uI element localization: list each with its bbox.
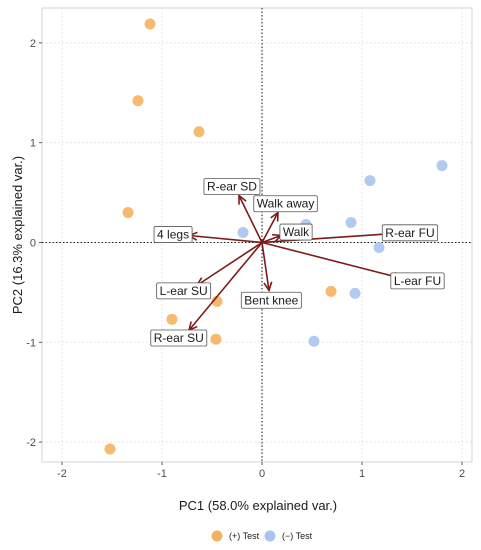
loading-label: R-ear FU <box>381 224 439 242</box>
x-tick-label: -2 <box>57 468 67 480</box>
data-point <box>122 207 134 219</box>
legend-label: (−) Test <box>282 531 313 541</box>
loading-label-box <box>381 224 439 242</box>
loading-label-text: R-ear FU <box>385 226 434 240</box>
loading-label-text: 4 legs <box>157 228 189 242</box>
loading-label-box <box>203 178 261 196</box>
loading-label: R-ear SU <box>150 329 208 347</box>
loading-label-box <box>253 195 318 213</box>
data-point <box>325 285 337 297</box>
data-point <box>436 160 448 172</box>
loading-label: Walk away <box>253 195 318 213</box>
loading-vector <box>238 195 263 243</box>
data-point <box>308 335 320 347</box>
y-tick-label: 1 <box>30 138 36 150</box>
x-tick-label: 1 <box>359 468 365 480</box>
y-axis-title: PC2 (16.3% explained var.) <box>10 156 25 314</box>
loading-arrowhead <box>263 281 273 293</box>
loading-vector <box>188 234 263 244</box>
loading-vector <box>196 241 263 287</box>
loading-label-box <box>390 272 445 290</box>
loading-label-box <box>240 291 302 309</box>
loading-vector <box>261 241 403 280</box>
data-point <box>364 175 376 187</box>
data-point <box>349 287 361 299</box>
y-tick-label: 2 <box>30 38 36 50</box>
data-point <box>132 95 144 107</box>
loading-arrowhead <box>238 193 247 205</box>
loading-vector <box>261 212 279 243</box>
data-point <box>373 241 385 253</box>
loading-label-box <box>150 329 208 347</box>
data-point <box>193 126 205 138</box>
loading-label-box <box>153 226 193 243</box>
loading-label: R-ear SD <box>203 178 261 196</box>
loading-label: 4 legs <box>153 226 193 243</box>
loading-label-text: R-ear SD <box>207 180 257 194</box>
x-tick-labels: -2 -1 0 1 2 <box>57 462 465 480</box>
legend-label: (+) Test <box>229 531 260 541</box>
data-points <box>104 18 448 455</box>
x-axis-title: PC1 (58.0% explained var.) <box>179 498 337 513</box>
data-point <box>104 443 116 455</box>
data-point <box>237 227 249 239</box>
data-point <box>345 217 357 229</box>
loading-label: L-ear FU <box>390 272 445 290</box>
data-point <box>210 333 222 345</box>
y-tick-label: -2 <box>26 437 36 449</box>
y-tick-label: -1 <box>26 337 36 349</box>
legend-marker <box>264 530 276 542</box>
loading-label-box <box>156 282 212 300</box>
data-point <box>166 313 178 325</box>
loading-arrowhead <box>270 210 279 222</box>
loading-label: Bent knee <box>240 291 302 309</box>
loading-label-text: Walk <box>283 225 310 239</box>
loading-label-text: L-ear FU <box>394 274 441 288</box>
loading-vector <box>188 241 263 331</box>
loading-label: Walk <box>279 223 313 241</box>
loading-label: L-ear SU <box>156 282 212 300</box>
x-tick-label: 2 <box>459 468 465 480</box>
data-point <box>144 18 156 30</box>
y-tick-label: 0 <box>30 237 36 249</box>
loading-vector <box>261 242 270 291</box>
loading-label-text: Walk away <box>257 197 315 211</box>
loading-label-box <box>279 223 313 241</box>
loading-label-text: R-ear SU <box>154 331 204 345</box>
legend: (+) Test (−) Test <box>211 530 313 542</box>
legend-marker <box>211 530 223 542</box>
data-point <box>211 295 223 307</box>
loading-vector <box>261 232 395 244</box>
x-tick-label: -1 <box>157 468 167 480</box>
x-tick-label: 0 <box>259 468 265 480</box>
y-tick-labels: -2 -1 0 1 2 <box>26 38 42 449</box>
loading-label-text: L-ear SU <box>160 284 208 298</box>
loading-label-text: Bent knee <box>244 293 298 307</box>
loading-vector <box>261 234 282 244</box>
